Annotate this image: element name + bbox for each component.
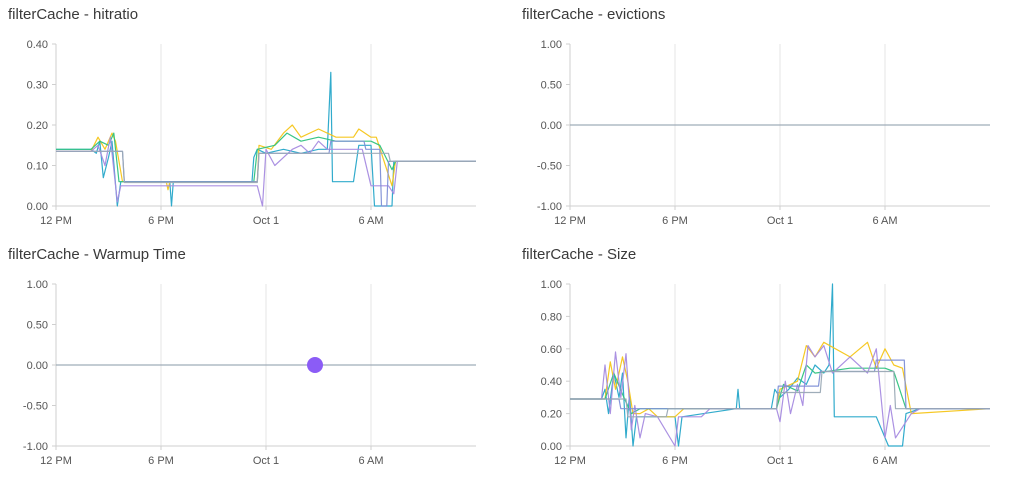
x-tick-label: 6 AM <box>358 215 383 227</box>
panel-title: filterCache - Size <box>522 246 637 263</box>
panel-title: filterCache - evictions <box>522 6 666 23</box>
panel-evictions: filterCache - evictions -1.00 -0.50 0.00 0.… <box>522 6 1012 236</box>
x-tick-label: 6 AM <box>872 215 897 227</box>
y-tick-label: -0.50 <box>537 161 562 173</box>
panel-title: filterCache - hitratio <box>8 6 139 23</box>
series-line-0 <box>570 283 990 447</box>
series-line-0 <box>56 71 476 207</box>
series-line-1 <box>570 341 991 418</box>
x-tick-label: 6 AM <box>358 455 383 467</box>
y-tick-label: 0.30 <box>27 80 48 92</box>
y-tick-label: 0.00 <box>27 201 48 213</box>
evictions-chart[interactable]: -1.00 -0.50 0.00 0.50 1.00 12 PM 6 PM Oct 1 6 AM <box>522 6 1012 236</box>
y-tick-label: 1.00 <box>27 279 48 291</box>
series-line-1 <box>56 124 476 191</box>
x-tick-label: 12 PM <box>40 455 72 467</box>
y-tick-label: 0.20 <box>27 120 48 132</box>
series-line-4 <box>56 140 476 207</box>
y-tick-label: 0.00 <box>27 360 48 372</box>
y-tick-label: -1.00 <box>537 201 562 213</box>
y-tick-label: 1.00 <box>541 39 562 51</box>
x-tick-label: Oct 1 <box>767 215 793 227</box>
x-tick-label: Oct 1 <box>767 455 793 467</box>
y-tick-label: 0.40 <box>27 39 48 51</box>
x-tick-label: 12 PM <box>554 215 586 227</box>
y-tick-label: -1.00 <box>23 441 48 453</box>
y-tick-label: 0.40 <box>541 376 562 388</box>
y-tick-label: 0.20 <box>541 409 562 421</box>
panel-size: filterCache - Size 0.00 0.20 0.40 0.60 0.80 1… <box>522 246 1012 476</box>
series-line-5 <box>56 150 476 184</box>
x-tick-label: 6 PM <box>148 455 174 467</box>
y-tick-label: 0.80 <box>541 311 562 323</box>
y-tick-label: 0.50 <box>541 80 562 92</box>
y-tick-label: 0.00 <box>541 441 562 453</box>
y-tick-label: 0.10 <box>27 161 48 173</box>
panel-warmup-time: filterCache - Warmup Time -1.00 -0.50 0.00… <box>8 246 498 476</box>
x-tick-label: 12 PM <box>554 455 586 467</box>
x-tick-label: Oct 1 <box>253 215 279 227</box>
series-line-5 <box>570 370 990 418</box>
x-tick-label: 12 PM <box>40 215 72 227</box>
panel-title: filterCache - Warmup Time <box>8 246 186 263</box>
x-tick-label: 6 AM <box>872 455 897 467</box>
y-tick-label: 0.50 <box>27 320 48 332</box>
y-tick-label: 0.00 <box>541 120 562 132</box>
y-tick-label: -0.50 <box>23 401 48 413</box>
series-line-3 <box>570 345 990 447</box>
y-tick-label: 1.00 <box>541 279 562 291</box>
warmup-time-chart[interactable]: -1.00 -0.50 0.00 0.50 1.00 12 PM 6 PM Oct 1 6 AM <box>8 246 498 476</box>
x-tick-label: 6 PM <box>662 455 688 467</box>
panel-hitratio: filterCache - hitratio 0.00 0.10 0.20 0.30 0… <box>8 6 498 236</box>
hitratio-chart[interactable]: 0.00 0.10 0.20 0.30 0.40 12 PM 6 PM Oct 1 6 AM <box>8 6 498 236</box>
x-tick-label: 6 PM <box>662 215 688 227</box>
x-tick-label: 6 PM <box>148 215 174 227</box>
data-point-marker <box>307 357 323 373</box>
size-chart[interactable]: 0.00 0.20 0.40 0.60 0.80 1.00 12 PM 6 PM Oct 1 6 … <box>522 246 1012 476</box>
series-line-4 <box>570 359 990 410</box>
x-tick-label: Oct 1 <box>253 455 279 467</box>
y-tick-label: 0.60 <box>541 344 562 356</box>
